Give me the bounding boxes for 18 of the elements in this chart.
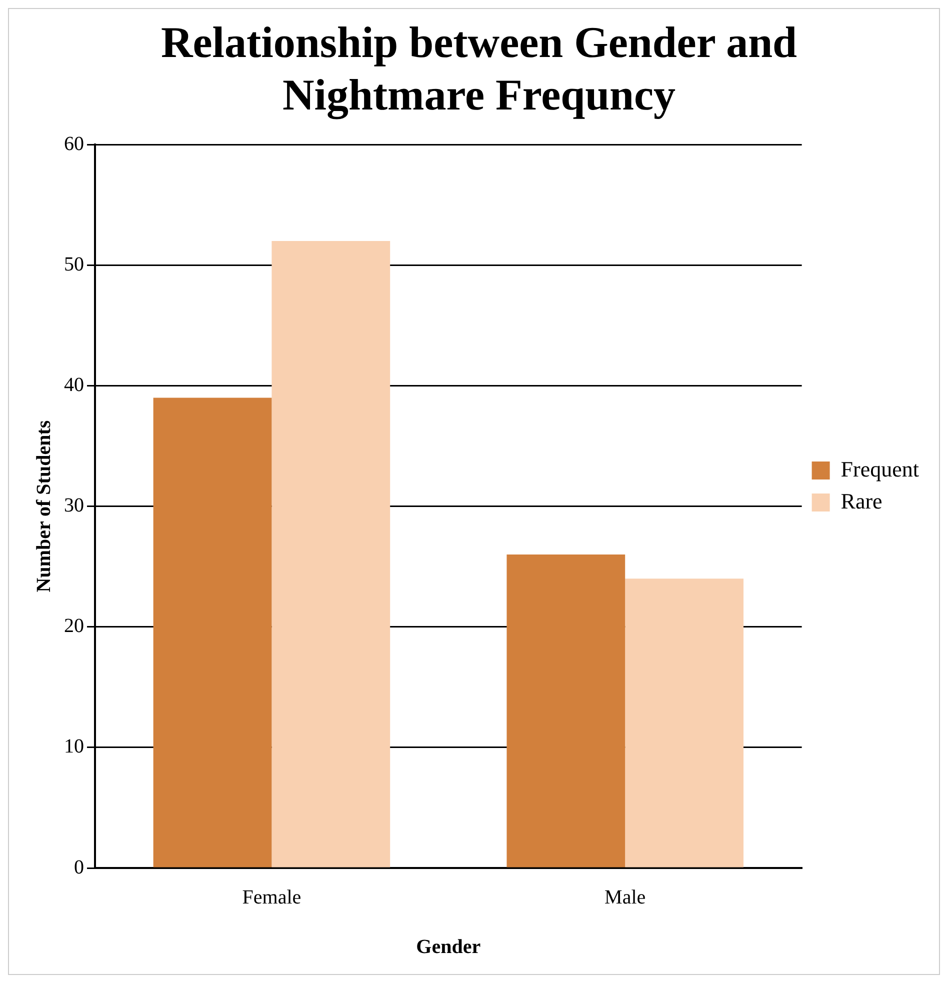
bar	[625, 578, 744, 868]
y-tick-label: 30	[64, 494, 84, 517]
y-tick-label: 60	[64, 132, 84, 155]
bar	[506, 554, 626, 868]
bar	[153, 398, 272, 868]
legend-label: Rare	[840, 488, 882, 514]
y-tick-label: 10	[64, 736, 84, 758]
y-tick-label: 50	[64, 253, 84, 276]
y-tick-label: 20	[64, 615, 84, 638]
bar	[272, 241, 390, 868]
chart-title: Relationship between Gender and Nightmare Frequncy	[160, 18, 798, 120]
x-axis-title: Gender	[416, 936, 481, 958]
y-tick-label: 0	[74, 856, 84, 878]
y-axis-title: Number of Students	[33, 420, 56, 592]
x-tick-label: Female	[242, 886, 302, 908]
y-tick-label: 40	[64, 374, 84, 396]
legend-label: Frequent	[840, 456, 919, 482]
x-tick-label: Male	[604, 886, 646, 908]
